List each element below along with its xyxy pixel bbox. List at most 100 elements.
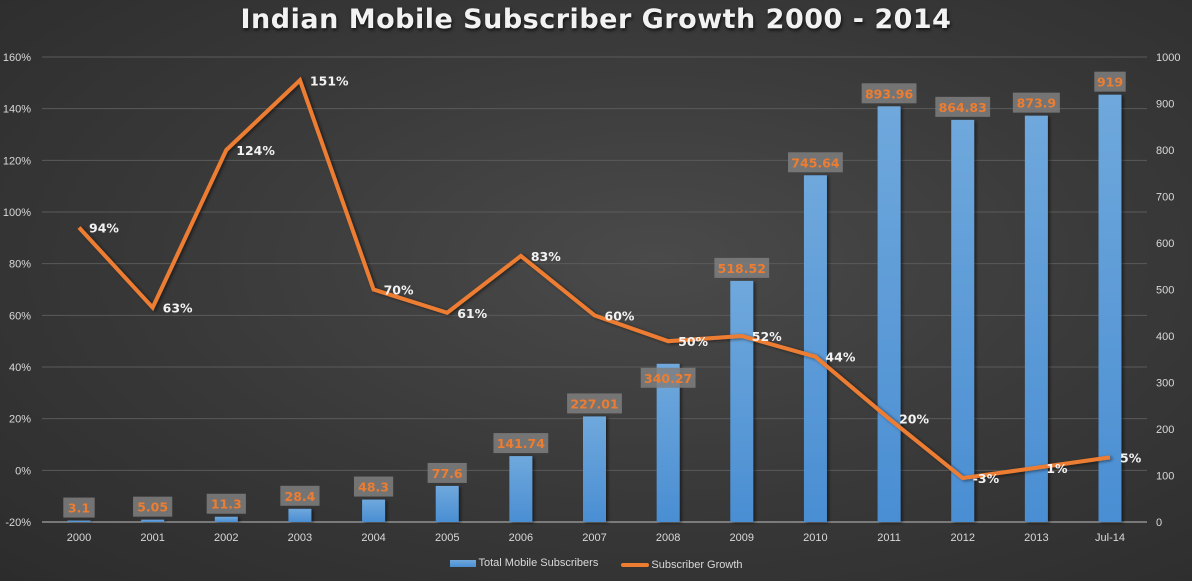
bar xyxy=(1098,94,1122,522)
bar xyxy=(1024,115,1048,522)
line-data-label: 70% xyxy=(384,283,414,298)
line-data-label: 44% xyxy=(825,350,855,365)
bar-label-box xyxy=(206,493,246,514)
bar xyxy=(803,175,827,522)
x-axis-tick: 2003 xyxy=(288,532,312,544)
x-axis-tick: 2006 xyxy=(509,532,533,544)
bar-data-label: 340.27 xyxy=(644,371,692,386)
bar-label-box xyxy=(788,152,843,173)
line-data-label: 60% xyxy=(605,308,635,323)
line-data-label: 63% xyxy=(163,301,193,316)
bar-data-label: 864.83 xyxy=(939,100,987,115)
bar-data-label: 745.64 xyxy=(791,155,840,170)
left-axis-tick: 40% xyxy=(9,362,31,374)
x-axis-tick: 2008 xyxy=(656,532,680,544)
bar-label-box xyxy=(714,257,770,278)
legend-line-swatch xyxy=(621,562,650,567)
bar-label-box xyxy=(935,96,991,117)
bar-label-box xyxy=(63,497,95,518)
x-axis-tick: 2005 xyxy=(435,532,459,544)
line-data-label: 20% xyxy=(899,412,929,427)
right-axis-tick: 600 xyxy=(1156,238,1174,250)
bar-label-box xyxy=(861,83,917,104)
left-axis-tick: -20% xyxy=(5,517,31,529)
legend-bar-swatch xyxy=(449,559,476,567)
bar-data-label: 893.96 xyxy=(865,86,914,101)
right-axis-tick: 800 xyxy=(1156,145,1174,157)
legend-item-growth[interactable]: Subscriber Growth xyxy=(621,558,743,571)
right-axis-tick: 1000 xyxy=(1156,52,1180,64)
x-axis-tick: 2000 xyxy=(67,532,91,544)
left-axis-tick: 160% xyxy=(3,52,31,64)
line-data-label: -3% xyxy=(973,471,1000,486)
line-data-label: 1% xyxy=(1046,461,1068,476)
bar-label-box xyxy=(640,367,696,388)
bar-label-box xyxy=(1094,71,1126,92)
legend-item-subscribers[interactable]: Total Mobile Subscribers xyxy=(449,557,599,569)
line-data-label: 151% xyxy=(310,73,349,88)
bar xyxy=(288,508,312,522)
bar-label-box xyxy=(1012,92,1060,113)
bar xyxy=(877,106,901,523)
x-axis-tick: 2007 xyxy=(582,532,606,544)
x-axis-tick: 2013 xyxy=(1024,532,1048,544)
bar-label-box xyxy=(427,462,467,483)
line-data-label: 83% xyxy=(531,249,561,264)
right-axis-tick: 900 xyxy=(1156,99,1174,111)
line-data-label: 5% xyxy=(1120,450,1142,465)
bar xyxy=(509,456,533,522)
right-axis-tick: 100 xyxy=(1156,471,1174,483)
bar xyxy=(435,485,459,522)
bar-data-label: 11.3 xyxy=(211,497,242,512)
x-axis-tick: 2001 xyxy=(140,532,164,544)
bar xyxy=(730,280,754,522)
bar xyxy=(656,363,680,522)
bar-label-box xyxy=(133,496,173,517)
bar-label-box xyxy=(493,433,549,454)
line-data-label: 124% xyxy=(236,143,275,158)
right-axis-tick: 400 xyxy=(1156,331,1174,343)
line-data-label: 52% xyxy=(752,329,782,344)
legend: Total Mobile Subscribers Subscriber Grow… xyxy=(0,557,1192,571)
x-axis-tick: 2004 xyxy=(361,532,385,544)
left-axis-tick: 140% xyxy=(3,104,31,116)
bar xyxy=(951,119,975,522)
right-axis-tick: 0 xyxy=(1156,517,1162,529)
bar xyxy=(67,520,91,522)
x-axis-tick: Jul-14 xyxy=(1095,532,1125,544)
bar-data-label: 873.9 xyxy=(1017,96,1057,111)
left-axis-tick: 0% xyxy=(15,465,31,477)
legend-label-subscribers: Total Mobile Subscribers xyxy=(478,557,599,569)
x-axis-tick: 2002 xyxy=(214,532,238,544)
line-data-label: 50% xyxy=(678,334,708,349)
x-axis-tick: 2010 xyxy=(803,532,827,544)
line-data-label: 61% xyxy=(457,306,487,321)
x-axis-tick: 2012 xyxy=(950,532,974,544)
left-axis-tick: 100% xyxy=(3,207,31,219)
bar xyxy=(362,499,386,522)
bar-label-box xyxy=(280,485,320,506)
left-axis-tick: 60% xyxy=(9,310,31,322)
bar-data-label: 227.01 xyxy=(570,396,618,411)
bar-data-label: 48.3 xyxy=(358,480,389,495)
bar-data-label: 5.05 xyxy=(137,500,168,515)
x-axis-tick: 2009 xyxy=(730,532,754,544)
right-axis-tick: 500 xyxy=(1156,285,1174,297)
right-axis-tick: 700 xyxy=(1156,192,1174,204)
growth-line xyxy=(77,76,1111,481)
bar xyxy=(214,516,238,522)
legend-label-growth: Subscriber Growth xyxy=(651,558,743,571)
bar xyxy=(141,519,165,522)
bar-data-label: 141.74 xyxy=(497,436,546,451)
bar-data-label: 919 xyxy=(1097,75,1123,90)
right-axis-tick: 200 xyxy=(1156,424,1174,436)
bar-label-box xyxy=(567,393,622,414)
bar-data-label: 518.52 xyxy=(718,261,766,276)
chart-title: Indian Mobile Subscriber Growth 2000 - 2… xyxy=(240,4,952,35)
bar-data-label: 3.1 xyxy=(68,501,90,516)
left-axis-tick: 20% xyxy=(9,414,31,426)
left-axis-tick: 120% xyxy=(3,155,31,167)
bar-label-box xyxy=(353,476,394,497)
